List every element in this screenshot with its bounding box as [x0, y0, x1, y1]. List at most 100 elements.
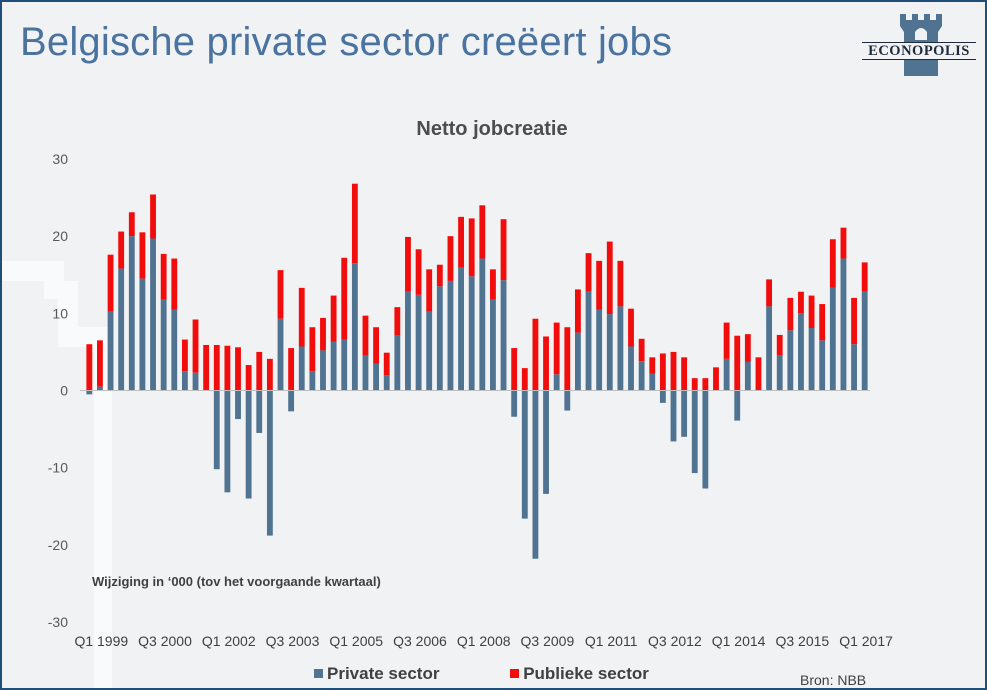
y-tick-label: 20 [52, 228, 68, 244]
bar-private [86, 390, 93, 395]
bar-public [426, 269, 433, 312]
bar-private [574, 332, 581, 391]
bar-private [426, 311, 433, 391]
bar-public [829, 239, 836, 288]
page-title: Belgische private sector creëert jobs [20, 20, 673, 64]
x-tick-label: Q3 2000 [138, 633, 192, 649]
bar-public [744, 334, 751, 362]
legend-swatch-private [314, 669, 323, 678]
bar-private [298, 346, 305, 391]
bar-private [235, 390, 241, 420]
bar-private [734, 390, 741, 421]
bar-private [245, 390, 252, 499]
bar-private [405, 291, 411, 391]
bar-public [458, 216, 464, 268]
chart-legend: Private sector Publieke sector [314, 664, 715, 684]
bar-public [734, 335, 741, 391]
source-note: Bron: NBB [800, 672, 867, 688]
bar-private [532, 390, 539, 559]
bar-private [383, 375, 390, 391]
bar-private [330, 341, 337, 391]
x-tick-label: Q3 2015 [775, 633, 829, 649]
bar-public [681, 357, 688, 391]
bar-public [362, 315, 369, 356]
bar-public [490, 269, 496, 300]
bar-private [490, 299, 496, 391]
x-tick-label: Q3 2009 [521, 633, 575, 649]
bar-public [415, 249, 422, 295]
bar-private [341, 339, 348, 391]
bar-private [320, 350, 326, 391]
bar-public [702, 378, 709, 391]
bar-private [500, 280, 507, 391]
bar-private [107, 311, 114, 391]
bar-public [245, 365, 252, 391]
bar-private [787, 330, 794, 391]
bar-public [798, 291, 804, 314]
background-decoration [2, 261, 112, 688]
bar-public [532, 318, 539, 391]
bar-private [808, 327, 815, 391]
bar-private [118, 268, 125, 391]
bar-public [150, 194, 156, 239]
bar-public [436, 264, 443, 287]
bar-private [213, 390, 220, 470]
bar-public [766, 279, 773, 307]
legend-item-public: Publieke sector [510, 664, 649, 684]
bar-public [97, 340, 103, 387]
x-tick-label: Q3 2003 [266, 633, 320, 649]
bar-public [341, 257, 348, 340]
bar-private [638, 361, 645, 391]
bar-private [691, 390, 698, 474]
bar-private [415, 294, 422, 391]
bar-private [617, 306, 624, 391]
bar-public [405, 236, 411, 292]
bar-private [373, 363, 380, 391]
bar-private [521, 390, 528, 519]
legend-label-private: Private sector [327, 664, 440, 683]
x-tick-label: Q1 2014 [712, 633, 766, 649]
bar-private [458, 267, 464, 391]
bar-public [776, 334, 783, 356]
bar-private [564, 390, 571, 411]
bar-public [553, 322, 560, 375]
bar-private [362, 355, 369, 391]
bar-private [277, 318, 284, 391]
bar-private [511, 390, 518, 417]
bar-private [861, 291, 868, 391]
chart-title: Netto jobcreatie [416, 118, 568, 140]
bar-public [309, 327, 316, 372]
bar-public [171, 258, 178, 310]
bar-private [840, 258, 847, 391]
bar-private [543, 390, 549, 494]
x-tick-label: Q1 2002 [202, 633, 256, 649]
bar-private [160, 299, 167, 391]
bar-private [256, 390, 263, 433]
bar-public [628, 308, 634, 347]
bar-public [192, 319, 199, 373]
bar-private [224, 390, 231, 493]
bar-public [86, 344, 93, 391]
y-tick-label: -30 [48, 614, 68, 630]
bar-private [128, 236, 135, 391]
x-tick-label: Q1 1999 [74, 633, 128, 649]
bar-public [213, 344, 220, 391]
bar-private [468, 276, 475, 391]
bar-private [288, 390, 295, 412]
bar-public [500, 219, 507, 281]
bar-public [691, 378, 698, 391]
bar-private [181, 371, 188, 391]
bar-public [543, 336, 549, 391]
bar-public [713, 367, 719, 391]
bar-private [829, 287, 836, 391]
bar-private [553, 374, 560, 391]
bar-public [649, 357, 656, 374]
bar-public [288, 348, 295, 391]
bar-public [383, 352, 390, 376]
x-tick-label: Q1 2017 [839, 633, 893, 649]
bar-private [659, 390, 666, 403]
y-tick-label: 10 [52, 305, 68, 321]
legend-swatch-public [510, 669, 520, 678]
